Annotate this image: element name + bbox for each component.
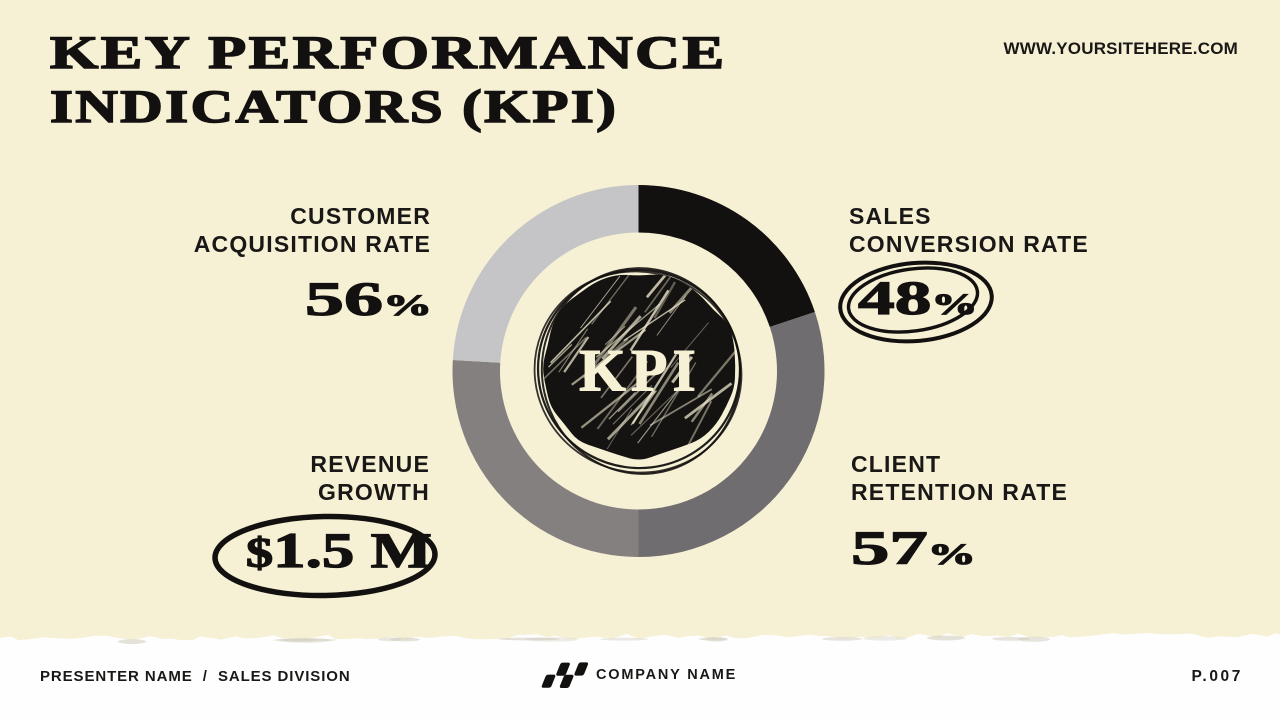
svg-text:KPI: KPI [579,338,701,404]
